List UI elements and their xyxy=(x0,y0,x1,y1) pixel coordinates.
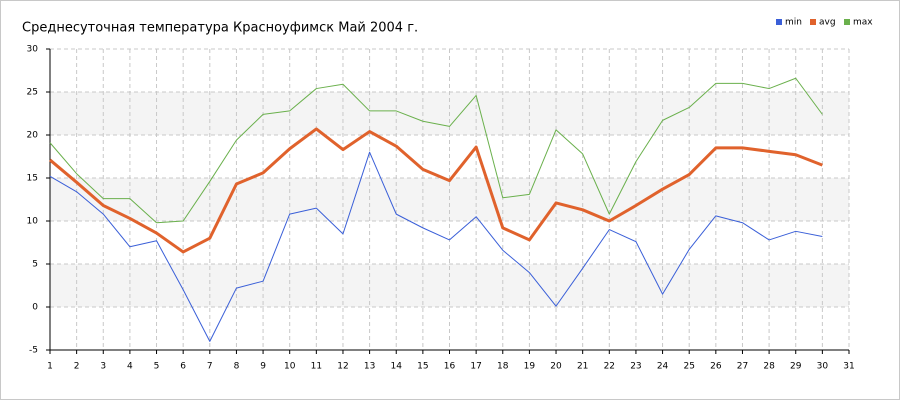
y-tick-label: 15 xyxy=(27,174,38,184)
x-tick-label: 28 xyxy=(763,362,775,372)
x-tick-label: 2 xyxy=(74,362,80,372)
y-tick-label: 5 xyxy=(32,260,38,270)
band xyxy=(50,264,849,307)
legend-swatch xyxy=(776,19,782,25)
x-tick-label: 16 xyxy=(444,362,456,372)
x-tick-label: 4 xyxy=(127,362,133,372)
x-tick-label: 29 xyxy=(790,362,802,372)
x-tick-label: 1 xyxy=(47,362,53,372)
x-tick-label: 25 xyxy=(683,362,694,372)
x-tick-label: 13 xyxy=(364,362,375,372)
x-tick-label: 17 xyxy=(470,362,481,372)
y-tick-label: 10 xyxy=(27,217,39,227)
x-tick-label: 22 xyxy=(604,362,615,372)
y-tick-label: -5 xyxy=(29,346,38,356)
x-tick-label: 9 xyxy=(260,362,266,372)
y-tick-label: 20 xyxy=(27,131,39,141)
x-tick-label: 14 xyxy=(391,362,403,372)
x-tick-label: 30 xyxy=(817,362,829,372)
x-tick-label: 3 xyxy=(100,362,106,372)
x-tick-label: 23 xyxy=(630,362,641,372)
legend-label: avg xyxy=(819,18,836,28)
y-tick-label: 25 xyxy=(27,88,38,98)
x-tick-label: 26 xyxy=(710,362,722,372)
x-tick-label: 5 xyxy=(154,362,160,372)
x-tick-label: 27 xyxy=(737,362,748,372)
series-line xyxy=(49,127,823,254)
x-tick-label: 31 xyxy=(843,362,854,372)
y-tick-label: 0 xyxy=(32,303,38,313)
x-tick-label: 18 xyxy=(497,362,509,372)
x-tick-label: 21 xyxy=(577,362,588,372)
legend-swatch xyxy=(844,19,850,25)
x-tick-label: 11 xyxy=(311,362,322,372)
legend-swatch xyxy=(810,19,816,25)
x-tick-label: 19 xyxy=(524,362,536,372)
series-line xyxy=(49,151,823,342)
x-tick-label: 8 xyxy=(234,362,240,372)
x-tick-label: 20 xyxy=(550,362,562,372)
series-line xyxy=(49,77,823,224)
chart-title: Среднесуточная температура Красноуфимск … xyxy=(22,21,418,36)
y-tick-label: 30 xyxy=(27,45,39,55)
x-tick-label: 15 xyxy=(417,362,428,372)
legend-label: max xyxy=(853,18,873,28)
x-tick-label: 7 xyxy=(207,362,213,372)
x-tick-label: 24 xyxy=(657,362,669,372)
x-tick-label: 12 xyxy=(337,362,348,372)
x-tick-label: 10 xyxy=(284,362,296,372)
x-tick-label: 6 xyxy=(180,362,186,372)
legend-label: min xyxy=(785,18,802,28)
